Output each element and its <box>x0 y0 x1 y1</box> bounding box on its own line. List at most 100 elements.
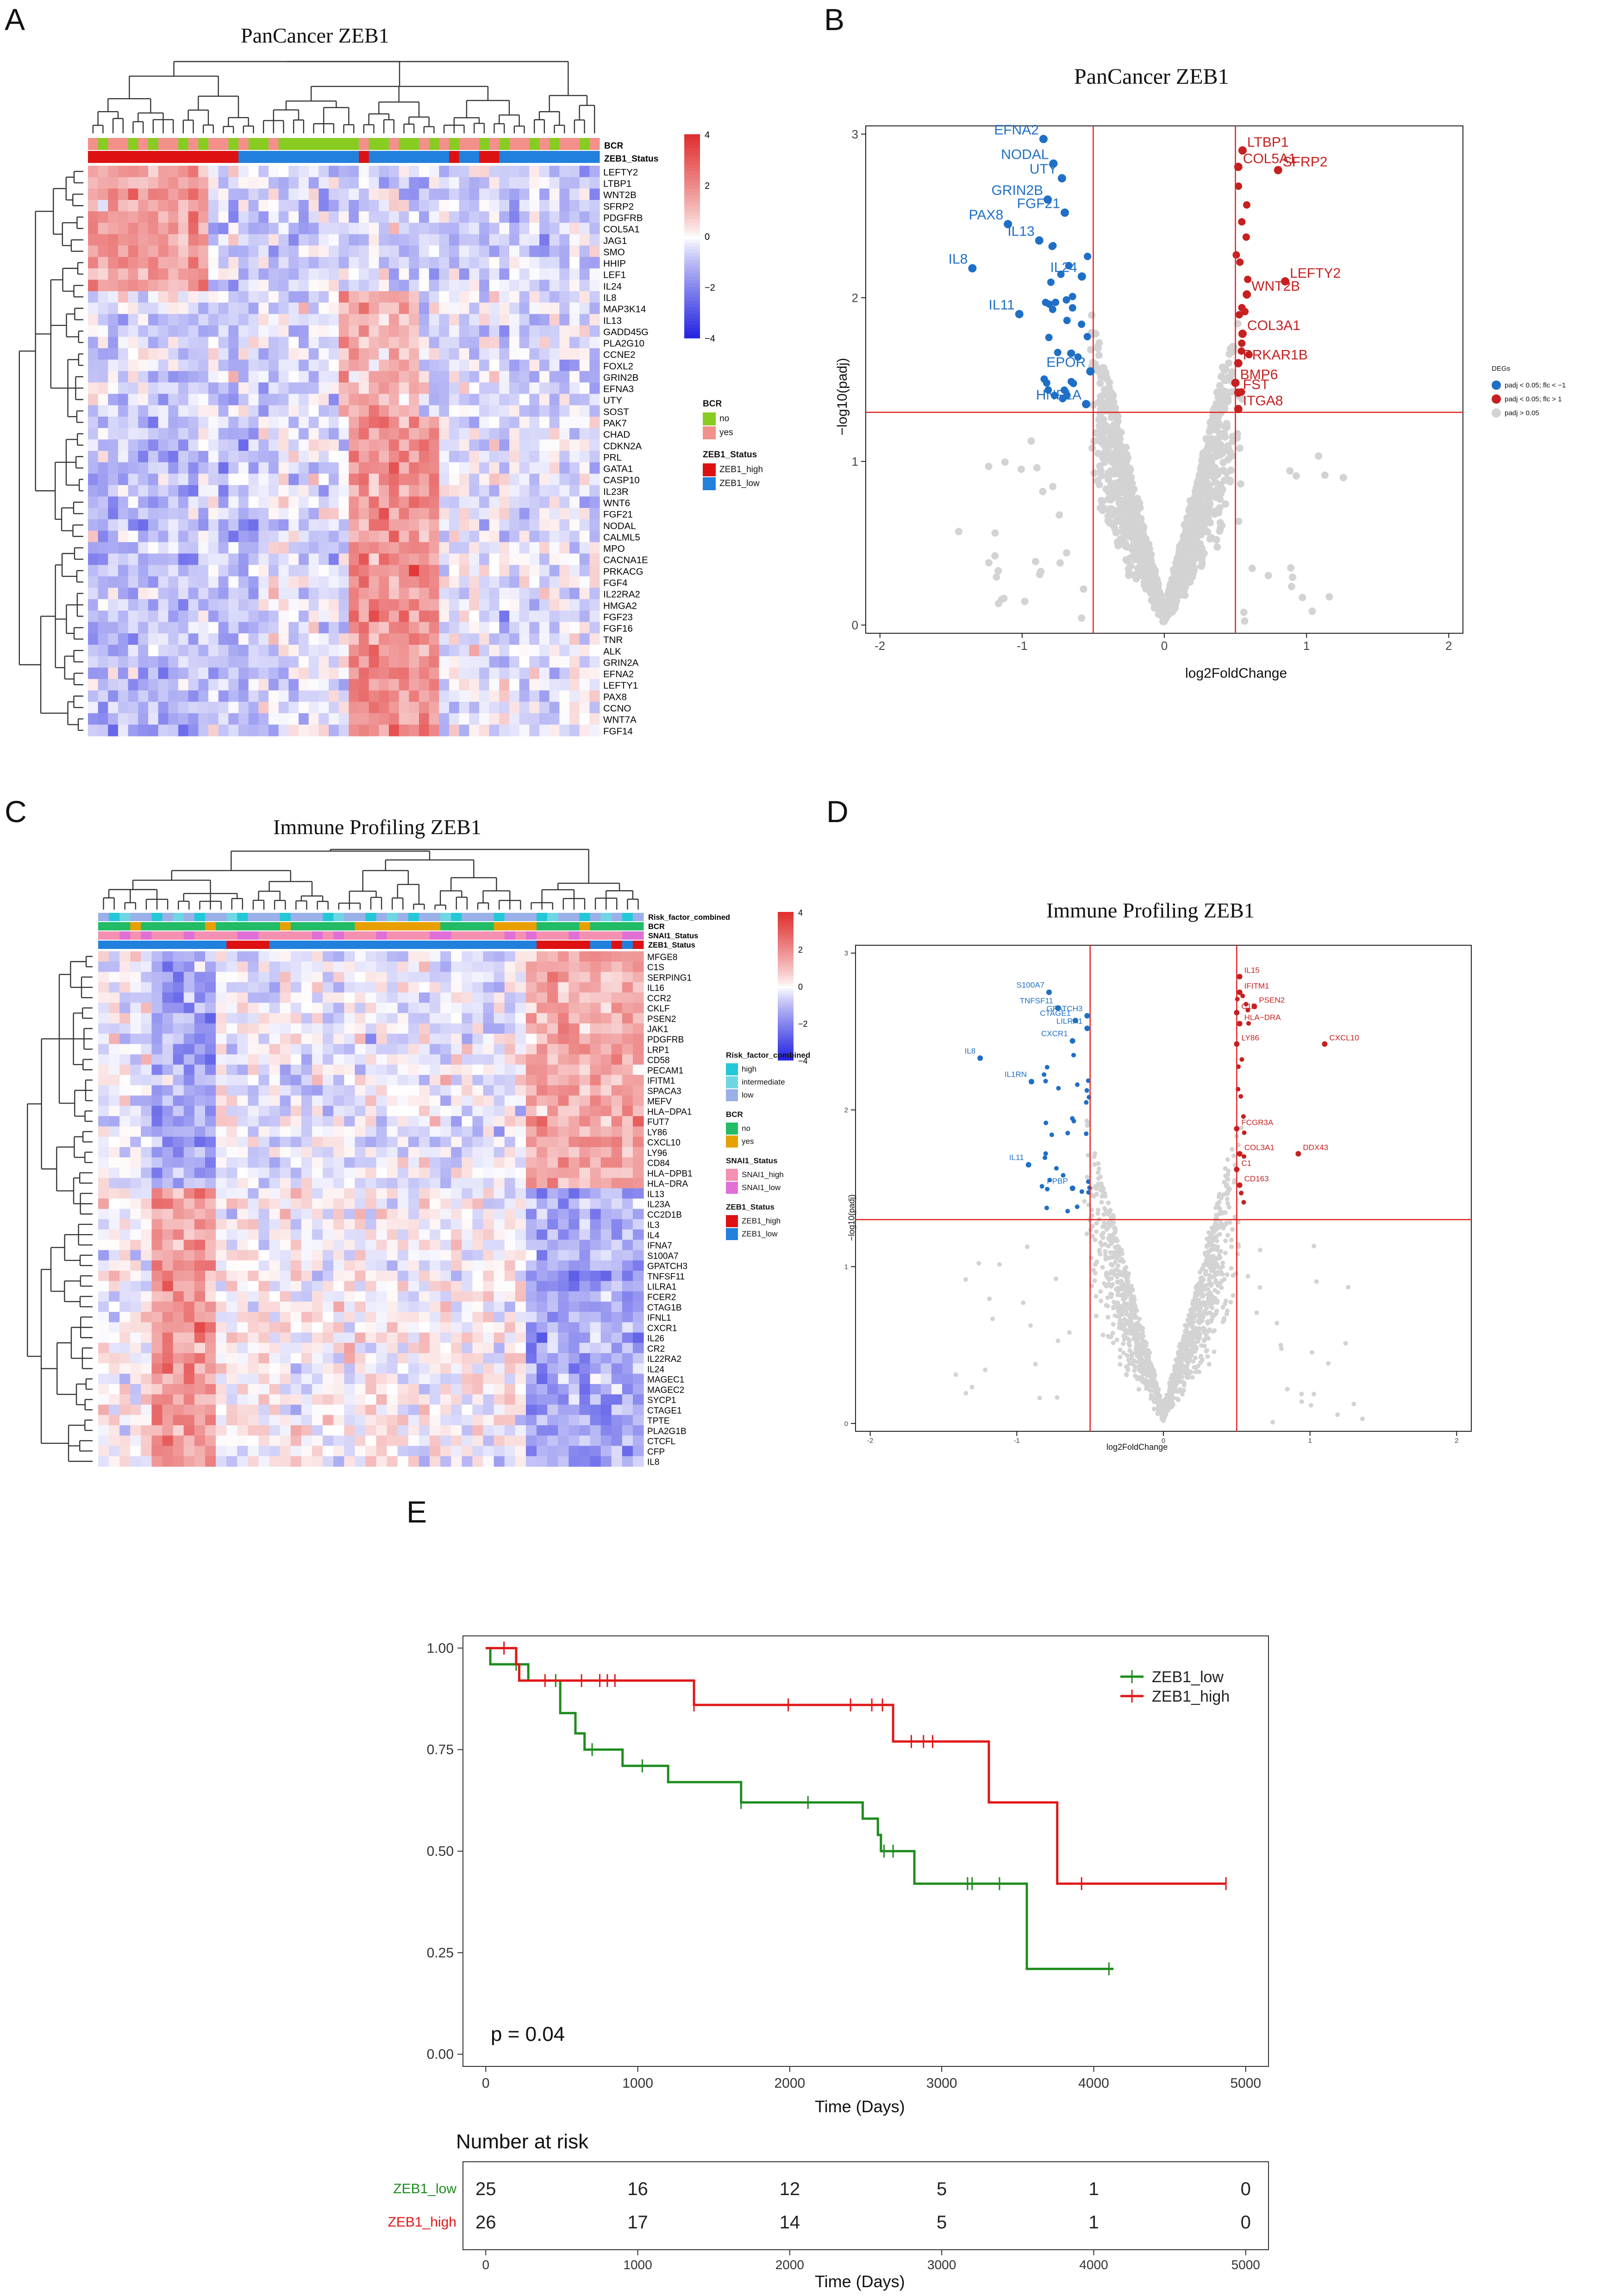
heatmap-a-cell <box>499 177 510 189</box>
heatmap-a-cell <box>369 393 379 406</box>
heatmap-a-cell <box>88 622 99 634</box>
heatmap-a-cell <box>579 439 590 451</box>
heatmap-a-cell <box>128 245 138 257</box>
heatmap-a-cell <box>369 188 379 200</box>
heatmap-a-cell <box>108 200 119 212</box>
heatmap-a-cell <box>379 451 389 463</box>
heatmap-a-cell <box>338 371 349 383</box>
heatmap-a-cell <box>188 211 199 223</box>
heatmap-a-gene-label: UTY <box>603 395 622 406</box>
heatmap-a-cell <box>549 542 560 554</box>
heatmap-a-cell <box>539 177 550 189</box>
heatmap-a-cell <box>138 439 149 451</box>
heatmap-a-cell <box>589 314 600 326</box>
heatmap-a-cell <box>158 302 169 314</box>
heatmap-a-cell <box>419 348 430 360</box>
heatmap-a-cell <box>178 177 189 189</box>
heatmap-a-cell <box>529 166 540 178</box>
heatmap-a-cell <box>228 337 239 349</box>
heatmap-a-cell <box>228 245 239 257</box>
heatmap-a-cell <box>579 257 590 269</box>
heatmap-a-cell <box>248 325 259 337</box>
heatmap-a-cell <box>188 280 199 292</box>
heatmap-a-cell <box>489 325 500 337</box>
heatmap-a-cell <box>579 553 590 565</box>
heatmap-a-cell <box>449 519 460 531</box>
heatmap-a-cell <box>218 496 229 508</box>
heatmap-a-cell <box>419 393 430 406</box>
heatmap-a-cell <box>248 166 259 178</box>
heatmap-c-annotation-cell <box>462 922 473 930</box>
heatmap-a-cell <box>198 565 209 577</box>
volcano-b-point-ns <box>1207 535 1215 543</box>
heatmap-a-cell <box>178 268 189 280</box>
heatmap-a-cell <box>98 622 108 634</box>
heatmap-a-cell <box>269 348 279 360</box>
heatmap-a-annotation-cell <box>419 151 430 163</box>
heatmap-a-cell <box>248 234 259 246</box>
heatmap-a-cell <box>138 428 149 440</box>
heatmap-a-cell <box>278 211 289 223</box>
heatmap-a-cell <box>288 713 299 725</box>
heatmap-a-cell <box>188 314 199 326</box>
heatmap-a-cell <box>148 211 159 223</box>
heatmap-a-annotation-cell <box>519 151 530 163</box>
heatmap-a-annotation-cell <box>379 151 389 163</box>
heatmap-a-cell <box>178 587 189 599</box>
volcano-b-point-ns <box>1095 351 1103 359</box>
heatmap-a-cell <box>379 542 389 554</box>
heatmap-a-cell <box>399 211 409 223</box>
heatmap-a-gene-label: FGF23 <box>603 612 633 623</box>
heatmap-a-cell <box>148 519 159 531</box>
heatmap-a-cell <box>258 508 269 520</box>
heatmap-a-cell <box>349 245 359 257</box>
heatmap-a-cell <box>248 451 259 463</box>
heatmap-a-cell <box>439 325 450 337</box>
heatmap-a-cell <box>419 565 430 577</box>
heatmap-a-annotation-cell <box>399 151 409 163</box>
heatmap-a-cell <box>158 291 169 303</box>
heatmap-a-cell <box>288 359 299 372</box>
heatmap-a-cell <box>98 314 108 326</box>
heatmap-a-cell <box>499 656 510 668</box>
heatmap-a-cell <box>549 622 560 634</box>
heatmap-a-cell <box>269 291 279 303</box>
heatmap-a-cell <box>359 280 369 292</box>
heatmap-c-annotation-cell <box>216 922 227 930</box>
heatmap-a-cell <box>198 474 209 486</box>
heatmap-a-cell <box>369 291 379 303</box>
heatmap-a-cell <box>178 656 189 668</box>
heatmap-a-cell <box>519 530 530 543</box>
heatmap-a-cell <box>429 656 439 668</box>
heatmap-a-cell <box>329 188 339 200</box>
heatmap-a-gene-label: SFRP2 <box>603 201 634 212</box>
heatmap-a-annotation-cell <box>278 138 289 150</box>
heatmap-a-cell <box>198 188 209 200</box>
heatmap-a-cell <box>178 599 189 611</box>
heatmap-c-annotation-cell <box>194 922 206 930</box>
heatmap-a-cell <box>238 337 249 349</box>
heatmap-a-cell <box>509 382 520 394</box>
heatmap-a-cell <box>429 530 439 543</box>
heatmap-a-cell <box>168 656 179 668</box>
heatmap-a-scale-step <box>684 277 700 281</box>
heatmap-a-cell <box>168 359 179 372</box>
volcano-b-point-ns <box>1215 442 1223 450</box>
heatmap-a-cell <box>319 508 329 520</box>
heatmap-a-cell <box>379 724 389 736</box>
heatmap-a-cell <box>118 702 129 714</box>
heatmap-a-cell <box>198 462 209 474</box>
heatmap-a-cell <box>359 462 369 474</box>
volcano-b-point-ns <box>1130 485 1138 493</box>
volcano-b-point-ns <box>994 599 1002 607</box>
heatmap-a-cell <box>208 451 219 463</box>
volcano-b-point-down <box>1039 135 1048 144</box>
heatmap-a-cell <box>539 234 550 246</box>
heatmap-a-cell <box>148 223 159 235</box>
heatmap-a-cell <box>228 713 239 725</box>
heatmap-a-cell <box>549 405 560 417</box>
heatmap-a-cell <box>409 177 419 189</box>
heatmap-a-cell <box>489 177 500 189</box>
heatmap-a-cell <box>579 724 590 736</box>
heatmap-a-cell <box>529 496 540 508</box>
